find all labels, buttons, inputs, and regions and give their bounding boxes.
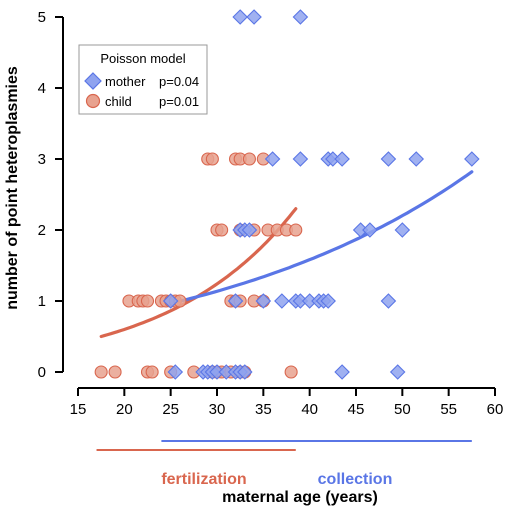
y-tick-label: 3 xyxy=(38,151,46,168)
x-axis-title: maternal age (years) xyxy=(222,489,378,506)
x-tick-label: 20 xyxy=(116,401,133,418)
x-tick-label: 55 xyxy=(440,401,457,418)
x-tick-label: 40 xyxy=(301,401,318,418)
legend-child-marker xyxy=(85,93,101,109)
point-mother xyxy=(227,293,244,309)
y-axis-title: number of point heteroplasmies xyxy=(4,66,21,310)
point-mother xyxy=(464,151,480,167)
point-mother xyxy=(241,222,258,238)
period-annotations: fertilization collection xyxy=(96,440,472,488)
legend-mother-marker xyxy=(84,72,102,90)
period-label-collection: collection xyxy=(318,471,393,488)
legend-child-label: child xyxy=(105,94,132,109)
point-child xyxy=(94,365,108,379)
point-child xyxy=(242,152,256,166)
point-mother xyxy=(380,151,397,167)
point-child xyxy=(108,365,122,379)
y-axis: 0 1 2 3 4 5 xyxy=(38,9,64,381)
x-axis: 15 20 25 30 35 40 45 50 55 60 xyxy=(70,387,504,418)
point-mother xyxy=(167,364,184,380)
plot-area xyxy=(94,9,480,380)
point-mother xyxy=(292,9,309,25)
point-mother xyxy=(292,151,309,167)
legend: Poisson model mother p=0.04 child p=0.01 xyxy=(78,44,208,115)
point-mother xyxy=(274,293,290,309)
legend-child-pvalue: p=0.01 xyxy=(159,94,199,109)
point-child xyxy=(140,294,155,308)
legend-mother-label: mother xyxy=(105,74,146,89)
point-mother xyxy=(237,364,253,380)
x-tick-label: 30 xyxy=(209,401,226,418)
point-child xyxy=(145,365,159,379)
y-tick-label: 5 xyxy=(38,9,46,26)
point-child xyxy=(205,152,219,166)
x-tick-label: 50 xyxy=(394,401,411,418)
fit-curve-mother xyxy=(173,170,474,304)
y-tick-label: 1 xyxy=(38,293,46,310)
point-mother xyxy=(334,364,350,380)
x-tick-label: 15 xyxy=(70,401,87,418)
point-mother xyxy=(394,222,411,238)
point-mother xyxy=(389,364,406,380)
legend-title: Poisson model xyxy=(100,51,185,66)
x-tick-label: 25 xyxy=(162,401,179,418)
x-tick-label: 60 xyxy=(487,401,504,418)
point-mother xyxy=(408,151,425,167)
y-tick-label: 4 xyxy=(38,80,46,97)
point-mother xyxy=(264,151,281,167)
point-mother xyxy=(380,293,397,309)
x-tick-label: 35 xyxy=(255,401,272,418)
point-mother xyxy=(320,293,336,309)
point-mother xyxy=(246,9,262,25)
y-tick-label: 0 xyxy=(38,364,46,381)
point-mother xyxy=(334,151,350,167)
point-mother xyxy=(362,222,378,238)
point-child xyxy=(289,223,303,237)
x-tick-label: 45 xyxy=(348,401,365,418)
point-mother xyxy=(255,293,272,309)
legend-mother-pvalue: p=0.04 xyxy=(159,74,199,89)
point-mother xyxy=(232,9,248,25)
y-tick-label: 2 xyxy=(38,222,46,239)
period-label-fertilization: fertilization xyxy=(161,471,246,488)
point-mother xyxy=(162,293,179,309)
point-child xyxy=(215,223,229,237)
point-child xyxy=(284,365,298,379)
